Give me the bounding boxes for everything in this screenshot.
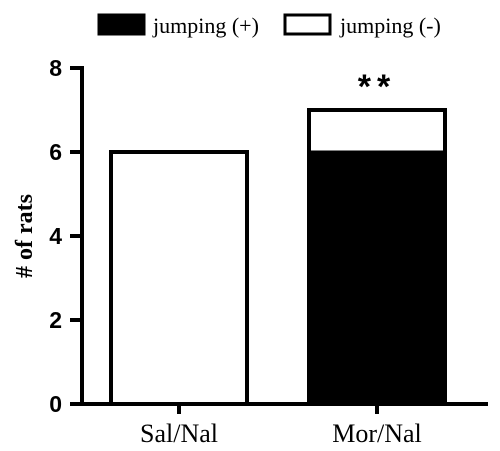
- bar-sal-nal-jumping-minus: [111, 152, 247, 404]
- annotations: **: [358, 68, 396, 106]
- x-tick-label-1: Mor/Nal: [332, 419, 422, 448]
- y-tick-label-4: 8: [49, 55, 62, 81]
- legend: jumping (+) jumping (-): [97, 13, 441, 38]
- legend-swatch-jumping-minus: [283, 13, 332, 36]
- x-tick-label-0: Sal/Nal: [140, 419, 218, 448]
- bars: [109, 108, 447, 406]
- bar-mor-nal-jumping-minus: [309, 110, 445, 152]
- legend-swatch-jumping-plus: [97, 13, 146, 36]
- y-tick-label-2: 4: [49, 223, 62, 249]
- significance-annotation: **: [358, 68, 396, 106]
- y-tick-label-0: 0: [49, 391, 62, 417]
- legend-label-jumping-plus: jumping (+): [152, 13, 259, 38]
- legend-label-jumping-minus: jumping (-): [339, 13, 441, 38]
- x-axis-labels: Sal/Nal Mor/Nal: [140, 404, 422, 448]
- y-tick-label-3: 6: [49, 139, 62, 165]
- y-axis-ticks: 0 2 4 6 8: [49, 55, 82, 417]
- bar-mor-nal-jumping-plus: [309, 152, 445, 404]
- y-axis-title: # of rats: [12, 194, 38, 278]
- y-tick-label-1: 2: [49, 307, 62, 333]
